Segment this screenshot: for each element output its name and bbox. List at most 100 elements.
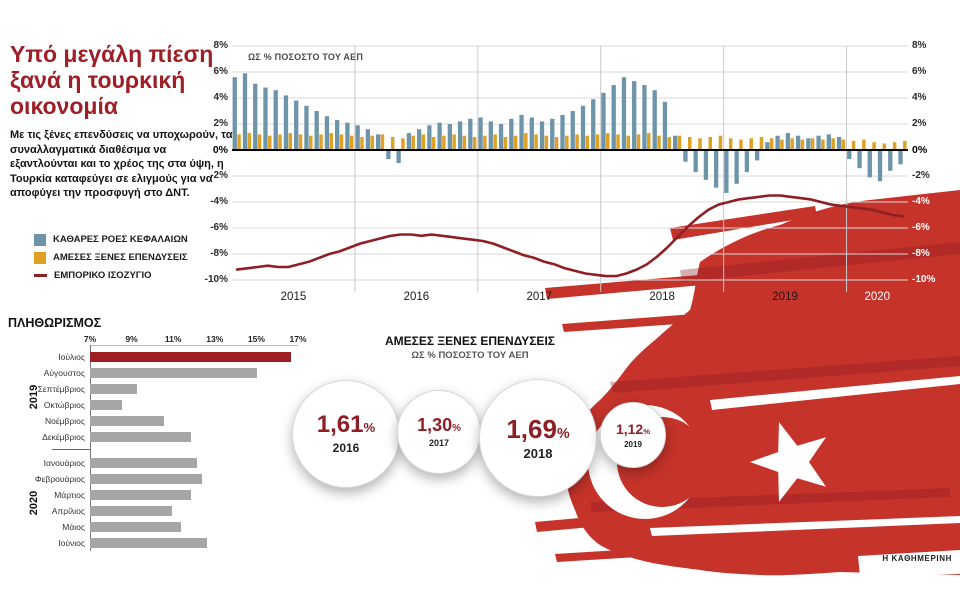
fdi-bubble-2017: 1,30% 2017 [397,390,481,474]
percent-sign: % [643,426,651,436]
brush-streak [535,512,646,532]
brush-gap [710,376,960,410]
inflation-row: Σεπτέμβριος [8,381,310,397]
brush-gap [858,550,960,576]
y-axis-label: 2% [912,118,927,129]
fdi-value: 1,69% [506,413,570,444]
inflation-x-tick: 11% [164,334,182,344]
x-axis-year: 2018 [649,291,675,303]
inflation-month-label: Μάρτιος [54,490,85,500]
inflation-row: Μάρτιος [8,487,310,503]
inflation-x-tick: 13% [206,334,224,344]
fdi-bubble-2018: 1,69% 2018 [479,379,597,497]
y-axis-label: -10% [204,274,228,285]
inflation-month-label: Μάιος [62,522,85,532]
fdi-value: 1,12% [615,420,651,437]
inflation-x-tick: 9% [125,334,138,344]
inflation-month-label: Νοέμβριος [45,416,85,426]
fdi-value: 1,61% [316,411,376,438]
legend-swatch-line [34,274,47,277]
fdi-year: 2018 [523,445,553,461]
inflation-bar [90,368,257,378]
brush-streak [562,312,721,332]
inflation-bar [90,352,291,362]
inflation-row: Ιούλιος [8,349,310,365]
inflation-row: Οκτώβριος [8,397,310,413]
x-axis-year: 2016 [403,291,430,303]
source-credit: Η ΚΑΘΗΜΕΡΙΝΗ [882,554,952,563]
inflation-month-label: Ιούνιος [58,538,85,548]
percent-sign: % [452,423,461,434]
inflation-bar [90,538,207,548]
legend-item: ΚΑΘΑΡΕΣ ΡΟΕΣ ΚΕΦΑΛΑΙΩΝ [34,233,188,246]
y-axis-label: -10% [912,274,936,285]
inflation-row: Ιούνιος [8,535,310,551]
inflation-month-label: Δεκέμβριος [42,432,85,442]
y-axis-label: -2% [210,170,228,181]
inflation-group-divider [52,449,90,450]
combo-x-axis-years: 2015 2016 2017 2018 2019 2020 [232,291,908,306]
inflation-row: Απρίλιος [8,503,310,519]
x-axis-year: 2020 [864,291,891,303]
fdi-year: 2019 [624,439,642,449]
y-axis-label: 2% [213,118,228,129]
inflation-title: ΠΛΗΘΩΡΙΣΜΟΣ [8,316,102,330]
y-axis-label: 0% [912,144,928,156]
inflation-row: Ιανουάριος [8,455,310,471]
inflation-month-label: Απρίλιος [51,506,85,516]
inflation-month-label: Οκτώβριος [43,400,85,410]
inflation-x-tick: 15% [247,334,265,344]
brush-shade [610,356,960,393]
brush-streak [670,206,817,240]
fdi-section-header: ΑΜΕΣΕΣ ΞΕΝΕΣ ΕΠΕΝΔΥΣΕΙΣ ΩΣ % ΠΟΣΟΣΤΟ ΤΟΥ… [330,334,610,361]
inflation-bar [90,400,123,410]
fdi-year: 2017 [428,438,450,448]
inflation-month-label: Ιούλιος [58,352,85,362]
legend-label: ΕΜΠΟΡΙΚΟ ΙΣΟΖΥΓΙΟ [54,270,152,281]
brush-streak [545,272,736,299]
y-axis-label: 8% [912,40,927,51]
inflation-bar [90,522,182,532]
combo-y-axis-right: 8% 6% 4% 2% 0% -2% -4% -6% -8% -10% [912,40,950,294]
y-axis-label: -8% [912,248,930,259]
combo-chart-axis-note: ΩΣ % ΠΟΣΟΣΤΟ ΤΟΥ ΑΕΠ [248,52,364,62]
gridlines [232,45,908,281]
x-axis-year: 2019 [772,291,798,303]
inflation-axis-line [90,345,91,551]
inflation-chart: ΠΛΗΘΩΡΙΣΜΟΣ 7% 9% 11% 13% 15% 17% Ιούλιος Αύγο… [8,316,310,560]
y-axis-label: 6% [912,66,927,77]
inflation-x-tick: 17% [289,334,307,344]
y-axis-label: -8% [210,248,228,259]
inflation-bar [90,490,192,500]
brush-gap [650,516,960,536]
fdi-bars [237,133,907,150]
year-separators [354,46,848,292]
percent-sign: % [556,425,570,442]
x-axis-year: 2015 [280,291,307,303]
inflation-bar [90,384,137,394]
inflation-row: Φεβρουάριος [8,471,310,487]
fdi-bubble-2019: 1,12% 2019 [600,402,666,468]
inflation-row: Δεκέμβριος [8,429,310,445]
chart-legend: ΚΑΘΑΡΕΣ ΡΟΕΣ ΚΕΦΑΛΑΙΩΝ ΑΜΕΣΕΣ ΞΕΝΕΣ ΕΠΕΝΔ… [34,233,188,287]
inflation-month-label: Αύγουστος [43,368,85,378]
y-axis-label: 4% [213,92,228,103]
y-axis-label: -6% [912,222,930,233]
inflation-axis-baseline [90,345,298,346]
inflation-month-label: Σεπτέμβριος [37,384,85,394]
inflation-month-label: Ιανουάριος [43,458,85,468]
x-axis-year: 2017 [526,291,553,303]
y-axis-label: 4% [912,92,927,103]
inflation-x-axis: 7% 9% 11% 13% 15% 17% [8,334,310,344]
legend-item: ΑΜΕΣΕΣ ΞΕΝΕΣ ΕΠΕΝΔΥΣΕΙΣ [34,251,188,264]
percent-sign: % [363,420,376,435]
inflation-bar [90,458,198,468]
fdi-subtitle: ΩΣ % ΠΟΣΟΣΤΟ ΤΟΥ ΑΕΠ [411,350,529,361]
inflation-month-label: Φεβρουάριος [34,474,85,484]
fdi-bubble-2016: 1,61% 2016 [292,380,400,488]
legend-label: ΚΑΘΑΡΕΣ ΡΟΕΣ ΚΕΦΑΛΑΙΩΝ [53,234,188,245]
legend-swatch-square [34,233,46,246]
brush-shade [680,242,960,282]
inflation-x-tick: 7% [83,334,97,344]
page-title: Υπό μεγάλη πίεση ξανά η τουρκική οικονομ… [10,41,214,119]
